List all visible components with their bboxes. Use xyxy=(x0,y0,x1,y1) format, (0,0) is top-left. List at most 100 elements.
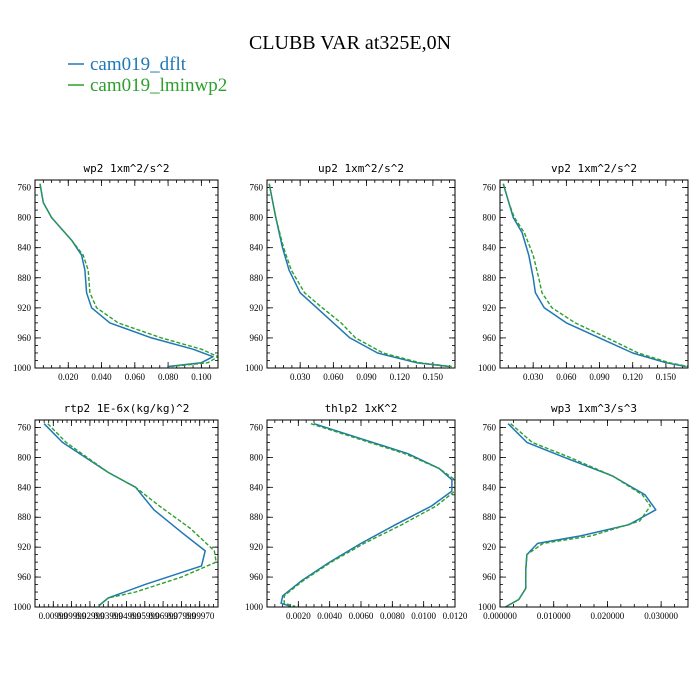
y-tick-label: 760 xyxy=(250,422,264,432)
series-line-dflt xyxy=(39,183,214,368)
y-tick-label: 960 xyxy=(483,333,497,343)
series-line-dflt xyxy=(502,183,686,368)
x-tick-label: 0.0100 xyxy=(411,611,436,621)
y-tick-label: 880 xyxy=(483,273,497,283)
x-tick-label: 0.0060 xyxy=(349,611,374,621)
y-tick-label: 960 xyxy=(483,572,497,582)
plot-frame xyxy=(266,179,456,369)
x-tick-label: 0.100 xyxy=(191,372,212,382)
y-tick-label: 960 xyxy=(18,333,32,343)
x-tick-label: 0.000000 xyxy=(483,611,517,621)
panel-title: vp2 1xm^2/s^2 xyxy=(551,162,637,175)
y-tick-label: 920 xyxy=(483,542,497,552)
y-tick-label: 760 xyxy=(18,422,32,432)
x-tick-label: 0.020000 xyxy=(591,611,625,621)
series-line-lminwp2 xyxy=(268,183,452,368)
y-tick-label: 1000 xyxy=(13,363,32,373)
series-line-lminwp2 xyxy=(39,183,218,368)
x-tick-label: 0.120 xyxy=(390,372,411,382)
x-tick-label: 0.060 xyxy=(125,372,146,382)
series-group xyxy=(280,422,455,607)
series-line-dflt xyxy=(505,423,657,607)
y-tick-label: 880 xyxy=(250,512,264,522)
panels: wp2 1xm^2/s^2 760 800 840 880 920 960 1000 0.020… xyxy=(13,162,689,621)
legend: cam019_dflt cam019_lminwp2 xyxy=(68,54,227,96)
x-tick-label: 0.0080 xyxy=(380,611,405,621)
panel-2: up2 1xm^2/s^2 760 800 840 880 920 960 1000 0.030… xyxy=(245,162,456,382)
plot-frame xyxy=(34,179,219,369)
legend-label-dflt: cam019_dflt xyxy=(90,54,187,75)
x-tick-label: 0.09999 xyxy=(57,611,87,621)
series-line-dflt xyxy=(268,183,450,368)
y-tick-label: 1000 xyxy=(245,602,264,612)
panel-title: wp3 1xm^3/s^3 xyxy=(551,402,637,415)
panel-6: wp3 1xm^3/s^3 760 800 840 880 920 960 10000.000… xyxy=(478,402,689,621)
y-tick-label: 760 xyxy=(483,183,497,193)
series-group xyxy=(39,183,218,368)
panel-title: wp2 1xm^2/s^2 xyxy=(83,162,169,175)
y-tick-label: 840 xyxy=(250,482,264,492)
y-tick-label: 920 xyxy=(250,542,264,552)
x-tick-label: 0.150 xyxy=(423,372,444,382)
y-tick-label: 840 xyxy=(18,243,32,253)
y-tick-label: 760 xyxy=(18,183,32,193)
x-tick-label: 0.030 xyxy=(290,372,311,382)
y-tick-label: 760 xyxy=(250,183,264,193)
x-tick-label: 0.090 xyxy=(356,372,377,382)
y-tick-label: 960 xyxy=(250,333,264,343)
series-group xyxy=(268,183,452,368)
x-tick-label: 0.150 xyxy=(656,372,677,382)
y-tick-label: 920 xyxy=(18,542,32,552)
x-tick-label: 0.090 xyxy=(589,372,610,382)
y-tick-label: 1000 xyxy=(13,602,32,612)
panel-1: wp2 1xm^2/s^2 760 800 840 880 920 960 1000 0.020… xyxy=(13,162,219,382)
x-tick-label: 0.0120 xyxy=(443,611,468,621)
series-line-dflt xyxy=(280,422,453,607)
plot-frame xyxy=(34,419,219,608)
x-tick-label: 0.080 xyxy=(158,372,179,382)
y-tick-label: 800 xyxy=(18,452,32,462)
x-tick-label: 0.020 xyxy=(58,372,79,382)
series-group xyxy=(43,423,217,607)
series-line-lminwp2 xyxy=(47,423,217,607)
x-tick-label: 0.060 xyxy=(323,372,344,382)
y-tick-label: 880 xyxy=(250,273,264,283)
series-group xyxy=(505,423,657,607)
y-tick-label: 800 xyxy=(18,213,32,223)
x-tick-label: 0.09970 xyxy=(185,611,215,621)
x-tick-label: 0.040 xyxy=(91,372,112,382)
y-tick-label: 840 xyxy=(18,482,32,492)
x-tick-label: 0.02999 xyxy=(75,611,105,621)
y-tick-label: 840 xyxy=(250,243,264,253)
x-tick-label: 0.0020 xyxy=(286,611,311,621)
y-tick-label: 1000 xyxy=(478,602,497,612)
x-tick-label: 0.060 xyxy=(556,372,577,382)
y-tick-label: 1000 xyxy=(245,363,264,373)
y-tick-label: 880 xyxy=(483,512,497,522)
legend-label-lminwp2: cam019_lminwp2 xyxy=(90,75,227,96)
y-tick-label: 920 xyxy=(483,303,497,313)
y-tick-label: 840 xyxy=(483,482,497,492)
x-tick-label: 0.05999 xyxy=(130,611,160,621)
plot-frame xyxy=(266,419,456,608)
x-tick-label: 0.03999 xyxy=(94,611,124,621)
plot-frame xyxy=(499,419,689,608)
y-tick-label: 880 xyxy=(18,273,32,283)
series-line-dflt xyxy=(43,423,206,607)
y-tick-label: 800 xyxy=(250,452,264,462)
x-tick-label: 0.04999 xyxy=(112,611,142,621)
series-line-lminwp2 xyxy=(502,183,688,368)
series-line-lminwp2 xyxy=(505,423,652,607)
x-tick-label: 0.030000 xyxy=(644,611,678,621)
x-tick-label: 0.00999 xyxy=(39,611,69,621)
series-group xyxy=(502,183,688,368)
chart-title: CLUBB VAR at325E,0N xyxy=(249,32,451,54)
panel-title: thlp2 1xK^2 xyxy=(325,402,398,415)
y-tick-label: 800 xyxy=(250,213,264,223)
y-tick-label: 880 xyxy=(18,512,32,522)
y-tick-label: 840 xyxy=(483,243,497,253)
y-tick-label: 800 xyxy=(483,452,497,462)
y-tick-label: 1000 xyxy=(478,363,497,373)
panel-4: rtp2 1E-6x(kg/kg)^2 760 800 840 880 920 960 100… xyxy=(13,402,219,621)
